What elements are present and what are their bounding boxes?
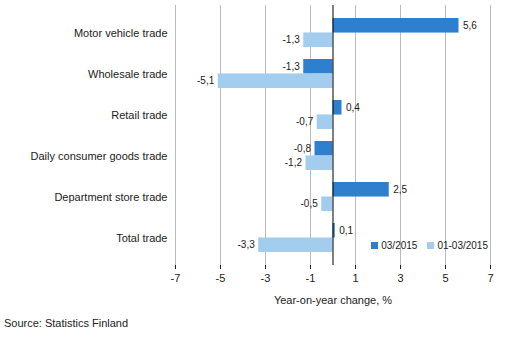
svg-text:Year-on-year change, %: Year-on-year change, % bbox=[274, 294, 392, 306]
svg-text:Daily consumer goods trade: Daily consumer goods trade bbox=[31, 150, 168, 162]
html-text:03/2015: 03/2015 bbox=[381, 239, 418, 251]
svg-text:-3: -3 bbox=[261, 272, 271, 284]
svg-text:-1,3: -1,3 bbox=[283, 34, 301, 45]
svg-text:-0,5: -0,5 bbox=[301, 198, 319, 209]
svg-text:-1,2: -1,2 bbox=[285, 157, 303, 168]
svg-text:Total trade: Total trade bbox=[116, 232, 167, 244]
svg-text:-5: -5 bbox=[216, 272, 226, 284]
svg-text:-3,3: -3,3 bbox=[238, 239, 256, 250]
svg-text:Retail trade: Retail trade bbox=[111, 109, 167, 121]
svg-text:7: 7 bbox=[487, 272, 493, 284]
svg-text:Motor vehicle trade: Motor vehicle trade bbox=[74, 27, 168, 39]
svg-text:-1,3: -1,3 bbox=[283, 61, 301, 72]
svg-text:2,5: 2,5 bbox=[393, 184, 407, 195]
svg-text:3: 3 bbox=[397, 272, 403, 284]
svg-text:-1: -1 bbox=[306, 272, 316, 284]
svg-text:-7: -7 bbox=[171, 272, 181, 284]
html-text:01-03/2015: 01-03/2015 bbox=[437, 239, 488, 251]
svg-text:-0,8: -0,8 bbox=[294, 143, 312, 154]
svg-text:0,4: 0,4 bbox=[346, 102, 360, 113]
svg-text:1: 1 bbox=[352, 272, 358, 284]
svg-text:-0,7: -0,7 bbox=[296, 116, 314, 127]
svg-text:5: 5 bbox=[442, 272, 448, 284]
svg-text:Wholesale trade: Wholesale trade bbox=[88, 68, 168, 80]
svg-text:5,6: 5,6 bbox=[463, 20, 477, 31]
svg-text:-5,1: -5,1 bbox=[197, 75, 215, 86]
svg-text:0,1: 0,1 bbox=[339, 225, 353, 236]
html-text:Source: Statistics Finland: Source: Statistics Finland bbox=[4, 317, 129, 329]
svg-text:Department store trade: Department store trade bbox=[54, 191, 167, 203]
